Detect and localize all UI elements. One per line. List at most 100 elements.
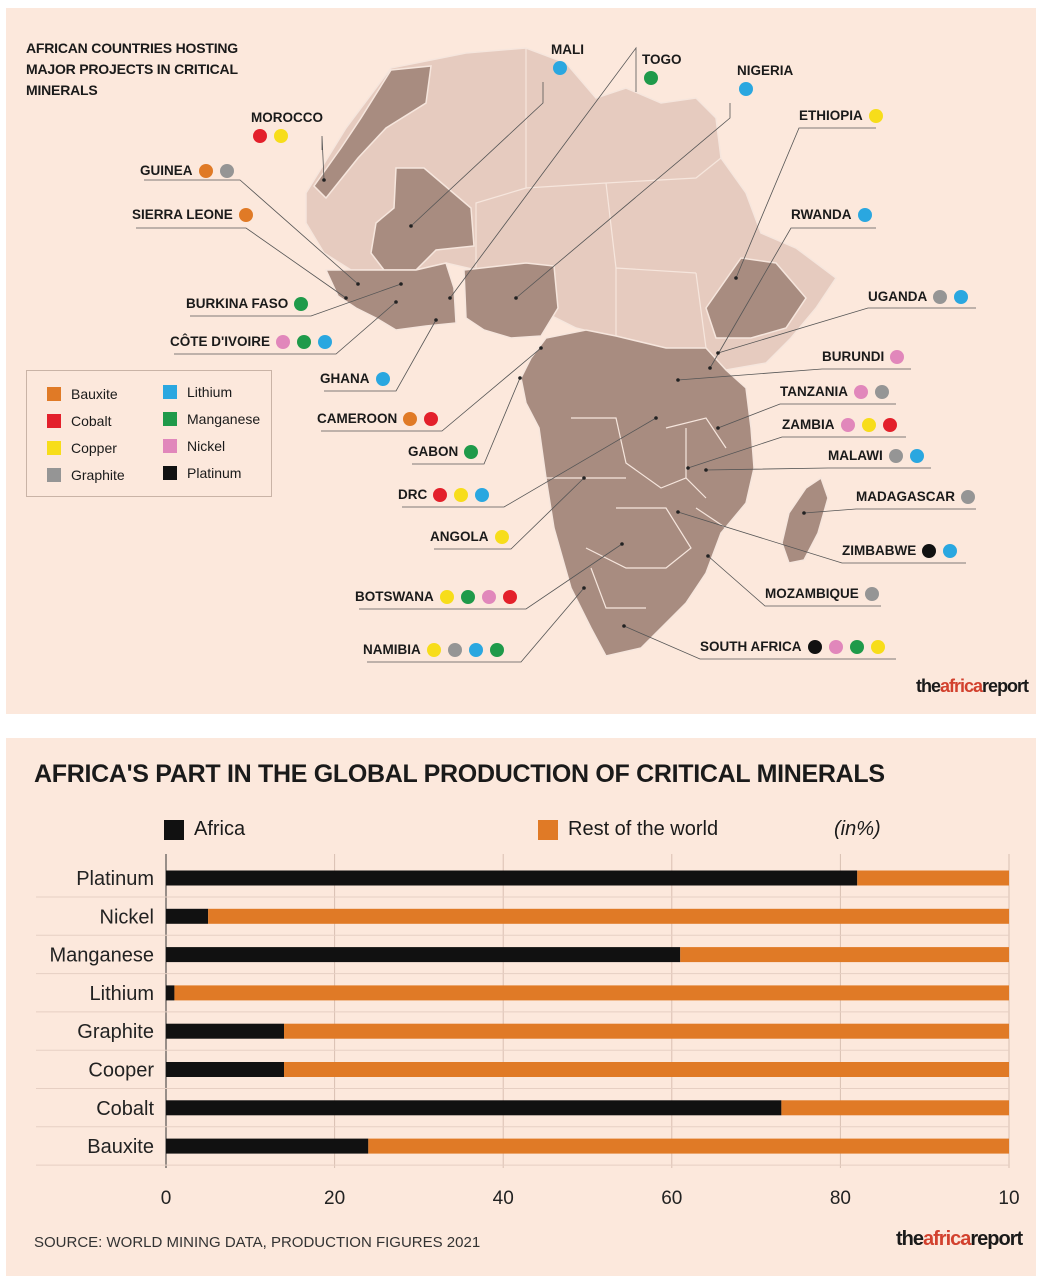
west-africa-shape	[324, 262, 457, 331]
legend-item-cobalt: Cobalt	[47, 413, 111, 429]
country-label-botswana: BOTSWANA	[355, 589, 517, 604]
mineral-dot-graphite	[864, 586, 879, 601]
leader-line-mali	[410, 82, 544, 227]
country-name: RWANDA	[791, 207, 852, 222]
country-label-malawi: MALAWI	[828, 448, 924, 463]
legend-swatch-platinum	[163, 466, 177, 480]
leader-line-nigeria	[515, 103, 731, 299]
country-label-drc: DRC	[398, 487, 490, 502]
mineral-dot-lithium	[553, 61, 567, 75]
mineral-dot-copper	[274, 129, 288, 143]
bar-manganese-rest-of-world	[680, 947, 1009, 963]
country-name: GUINEA	[140, 163, 193, 178]
mineral-dot-graphite	[933, 289, 948, 304]
map-title-line-2: MAJOR PROJECTS IN CRITICAL	[26, 61, 238, 77]
mineral-dot-copper	[494, 529, 509, 544]
x-tick-label: 0	[161, 1188, 172, 1209]
mineral-dot-lithium	[375, 371, 390, 386]
country-label-guinea: GUINEA	[140, 163, 234, 178]
country-name: TOGO	[642, 52, 682, 67]
country-name: BOTSWANA	[355, 589, 434, 604]
category-label-bauxite: Bauxite	[87, 1136, 154, 1158]
central-south-shape	[520, 329, 755, 657]
location-marker-botswana	[620, 542, 624, 546]
leader-line-botswana	[359, 543, 623, 610]
mineral-dot-copper	[861, 417, 876, 432]
legend-swatch-lithium	[163, 385, 177, 399]
map-panel: AFRICAN COUNTRIES HOSTING MAJOR PROJECTS…	[6, 8, 1036, 714]
country-name: CAMEROON	[317, 411, 398, 426]
legend-rest-swatch	[538, 819, 558, 840]
leader-line-ghana	[324, 319, 437, 392]
leader-line-tanzania	[717, 403, 896, 429]
country-name: BURKINA FASO	[186, 296, 289, 311]
mineral-dot-manganese	[460, 589, 475, 604]
leader-line-cameroon	[321, 347, 542, 432]
legend-item-graphite: Graphite	[47, 467, 125, 483]
legend-swatch-bauxite	[47, 387, 61, 401]
leader-line-guinea	[144, 179, 359, 285]
mineral-dot-manganese	[296, 334, 311, 349]
mineral-dot-cobalt	[424, 411, 439, 426]
x-tick-label: 10	[998, 1188, 1019, 1209]
legend-item-manganese: Manganese	[163, 411, 260, 427]
country-name: NIGERIA	[737, 63, 794, 78]
mineral-dot-lithium	[954, 289, 969, 304]
location-marker-mozambique	[706, 554, 710, 558]
legend-item-platinum: Platinum	[163, 465, 241, 481]
location-marker-zambia	[686, 466, 690, 470]
category-label-graphite: Graphite	[77, 1021, 154, 1043]
mineral-dot-nickel	[481, 589, 496, 604]
unit-note: (in%)	[834, 818, 881, 840]
bar-graphite-rest-of-world	[284, 1023, 1009, 1039]
country-label-tanzania: TANZANIA	[780, 384, 889, 399]
location-marker-nigeria	[514, 296, 518, 300]
country-label-zambia: ZAMBIA	[782, 417, 897, 432]
mineral-dot-nickel	[840, 417, 855, 432]
bar-nickel-rest-of-world	[208, 908, 1009, 924]
mineral-dot-nickel	[828, 639, 843, 654]
legend-label-nickel: Nickel	[187, 438, 226, 454]
mineral-dot-lithium	[475, 487, 490, 502]
country-name: ZAMBIA	[782, 417, 835, 432]
legend-label-manganese: Manganese	[187, 411, 261, 427]
category-label-platinum: Platinum	[76, 868, 154, 890]
mineral-dot-graphite	[875, 384, 889, 399]
leader-line-uganda	[717, 307, 976, 354]
map-title: AFRICAN COUNTRIES HOSTING MAJOR PROJECTS…	[26, 38, 238, 101]
bar-platinum-africa	[166, 870, 858, 886]
bar-cobalt-rest-of-world	[781, 1100, 1009, 1116]
mineral-dot-lithium	[909, 448, 924, 463]
mineral-dot-lithium	[468, 642, 483, 657]
brand-logo-bottom: theafricareport	[896, 1228, 1023, 1251]
bar-cobalt-africa	[166, 1100, 782, 1116]
country-name: GABON	[408, 444, 459, 459]
leader-line-c-te-d-ivoire	[174, 301, 397, 355]
location-marker-sierra-leone	[344, 296, 348, 300]
map-title-line-1: AFRICAN COUNTRIES HOSTING	[26, 40, 239, 56]
legend-label-copper: Copper	[71, 440, 117, 456]
leader-line-madagascar	[803, 508, 976, 514]
legend-item-copper: Copper	[47, 440, 117, 456]
mineral-dot-bauxite	[403, 411, 418, 426]
mineral-dot-graphite	[961, 489, 975, 504]
nigeria-shape	[463, 262, 559, 339]
country-name: MADAGASCAR	[856, 489, 955, 504]
bar-lithium-africa	[166, 985, 175, 1001]
x-tick-label: 40	[493, 1188, 514, 1209]
location-marker-namibia	[582, 586, 586, 590]
brand-the: the	[896, 1228, 924, 1250]
location-marker-south-africa	[622, 624, 626, 628]
country-name: UGANDA	[868, 289, 928, 304]
mineral-dot-manganese	[489, 642, 504, 657]
mineral-dot-nickel	[275, 334, 290, 349]
mineral-dot-nickel	[890, 349, 905, 364]
bar-nickel-africa	[166, 908, 209, 924]
mineral-dot-manganese	[464, 444, 479, 459]
brand-africa: africa	[923, 1228, 971, 1250]
country-name: BURUNDI	[822, 349, 885, 364]
leader-line-mozambique	[707, 555, 881, 607]
location-marker-burkina-faso	[399, 282, 403, 286]
legend-swatch-copper	[47, 441, 61, 455]
bar-graphite-africa	[166, 1023, 285, 1039]
